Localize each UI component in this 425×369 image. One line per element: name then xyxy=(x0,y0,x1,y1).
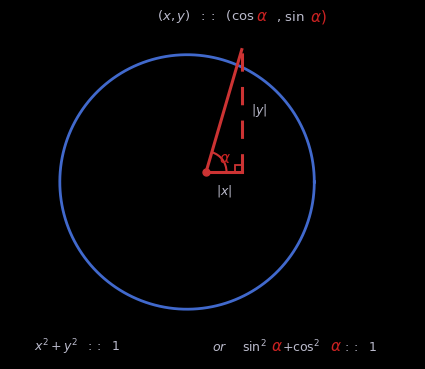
Text: $|x|$: $|x|$ xyxy=(216,183,232,199)
Text: $\sin^2$: $\sin^2$ xyxy=(242,339,266,356)
Text: $+ \cos^2$: $+ \cos^2$ xyxy=(283,339,321,356)
Text: $x^2 + y^2$  $::$  $1$: $x^2 + y^2$ $::$ $1$ xyxy=(34,338,121,357)
Text: $\alpha$: $\alpha$ xyxy=(329,340,341,354)
Text: $\alpha$: $\alpha$ xyxy=(219,152,231,166)
Text: $|y|$: $|y|$ xyxy=(251,102,267,119)
Text: $\alpha$: $\alpha$ xyxy=(256,10,268,24)
Text: $(x, y)$  $::$  $(\cos$: $(x, y)$ $::$ $(\cos$ xyxy=(157,8,255,25)
Text: $or$: $or$ xyxy=(212,341,228,354)
Text: $\alpha$: $\alpha$ xyxy=(271,340,283,354)
Text: $,\,\sin$: $,\,\sin$ xyxy=(276,9,305,24)
Text: $\alpha)$: $\alpha)$ xyxy=(311,7,327,25)
Text: $::$  $1$: $::$ $1$ xyxy=(342,341,377,354)
